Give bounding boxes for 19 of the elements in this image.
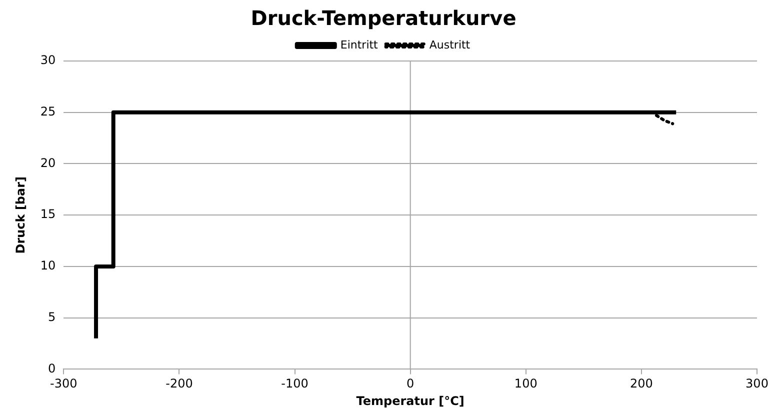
- y-tick-label: 10: [40, 258, 56, 273]
- x-tick-label: 100: [514, 376, 538, 391]
- x-tick-label: -300: [50, 376, 78, 391]
- y-tick-label: 15: [40, 207, 56, 222]
- x-tick-label: -200: [166, 376, 193, 391]
- y-tick-label: 0: [48, 361, 56, 376]
- y-tick-label: 25: [40, 104, 56, 118]
- x-axis-title: Temperatur [°C]: [356, 394, 464, 408]
- x-tick-label: -100: [281, 376, 308, 391]
- y-axis-title: Druck [bar]: [13, 176, 28, 254]
- chart-title: Druck-Temperaturkurve: [250, 6, 516, 30]
- legend-label: Austritt: [429, 38, 471, 52]
- x-tick-label: 300: [746, 376, 768, 391]
- x-tick-label: 0: [406, 376, 414, 391]
- legend-label: Eintritt: [340, 38, 379, 52]
- y-tick-label: 30: [40, 53, 56, 68]
- y-tick-label: 5: [48, 310, 56, 324]
- x-tick-label: 200: [630, 376, 653, 391]
- y-tick-label: 20: [40, 156, 56, 170]
